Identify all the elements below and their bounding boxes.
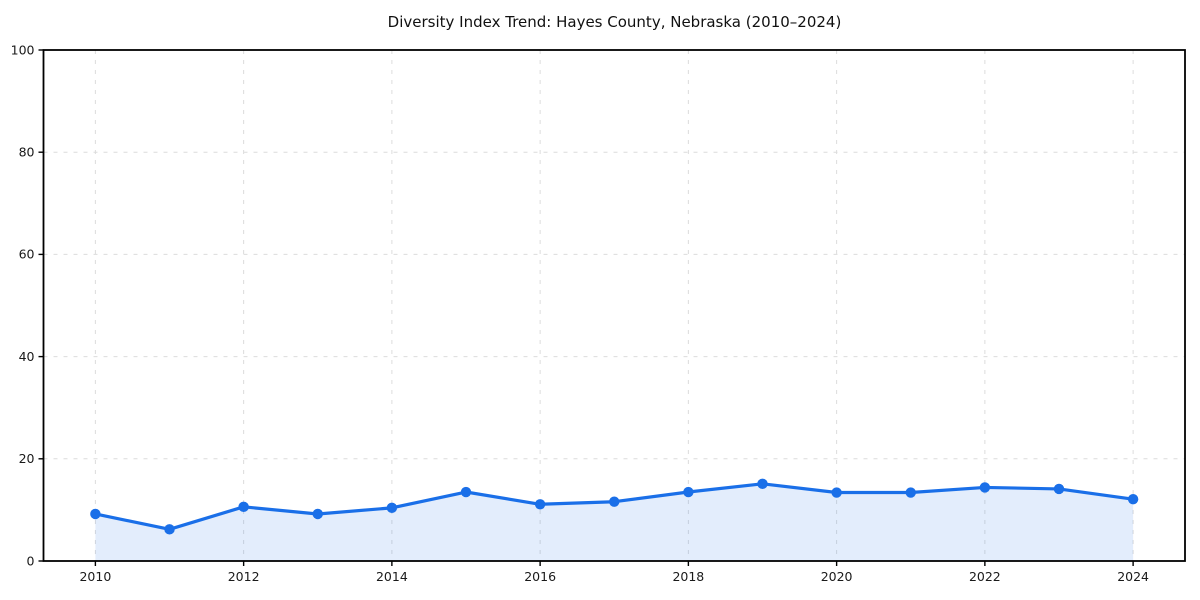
y-axis-tick-label: 100	[11, 42, 35, 57]
data-point-marker	[979, 482, 991, 493]
data-point-marker	[609, 496, 620, 507]
x-axis-tick-label: 2020	[821, 569, 853, 584]
area-fill	[95, 483, 1134, 561]
x-axis-tick-label: 2014	[376, 569, 408, 584]
chart-title: Diversity Index Trend: Hayes County, Neb…	[387, 13, 842, 31]
x-axis-tick-label: 2016	[524, 569, 556, 584]
x-axis-tick-label: 2010	[79, 569, 111, 584]
data-point-marker	[386, 502, 398, 514]
data-point-marker	[831, 487, 842, 498]
data-point-marker	[757, 478, 768, 490]
data-point-marker	[164, 524, 175, 535]
y-axis-tick-label: 40	[19, 349, 35, 364]
data-point-marker	[683, 486, 694, 498]
data-point-marker	[90, 508, 101, 520]
x-axis-tick-label: 2024	[1117, 569, 1149, 584]
data-point-marker	[1053, 483, 1065, 495]
data-point-marker	[312, 508, 323, 520]
x-axis-tick-label: 2012	[228, 569, 260, 584]
data-point-marker	[534, 499, 546, 510]
y-axis-tick-label: 20	[19, 451, 35, 466]
y-axis-tick-label: 60	[19, 247, 35, 262]
data-point-marker	[1127, 493, 1139, 505]
y-axis-tick-label: 0	[27, 553, 35, 568]
plot-border	[42, 49, 1186, 562]
x-axis-tick-label: 2022	[969, 569, 1001, 584]
data-point-marker	[905, 487, 916, 498]
x-axis-tick-label: 2018	[672, 569, 704, 584]
y-axis-tick-label: 80	[19, 145, 35, 160]
data-point-marker	[238, 501, 249, 513]
data-point-marker	[460, 486, 472, 498]
